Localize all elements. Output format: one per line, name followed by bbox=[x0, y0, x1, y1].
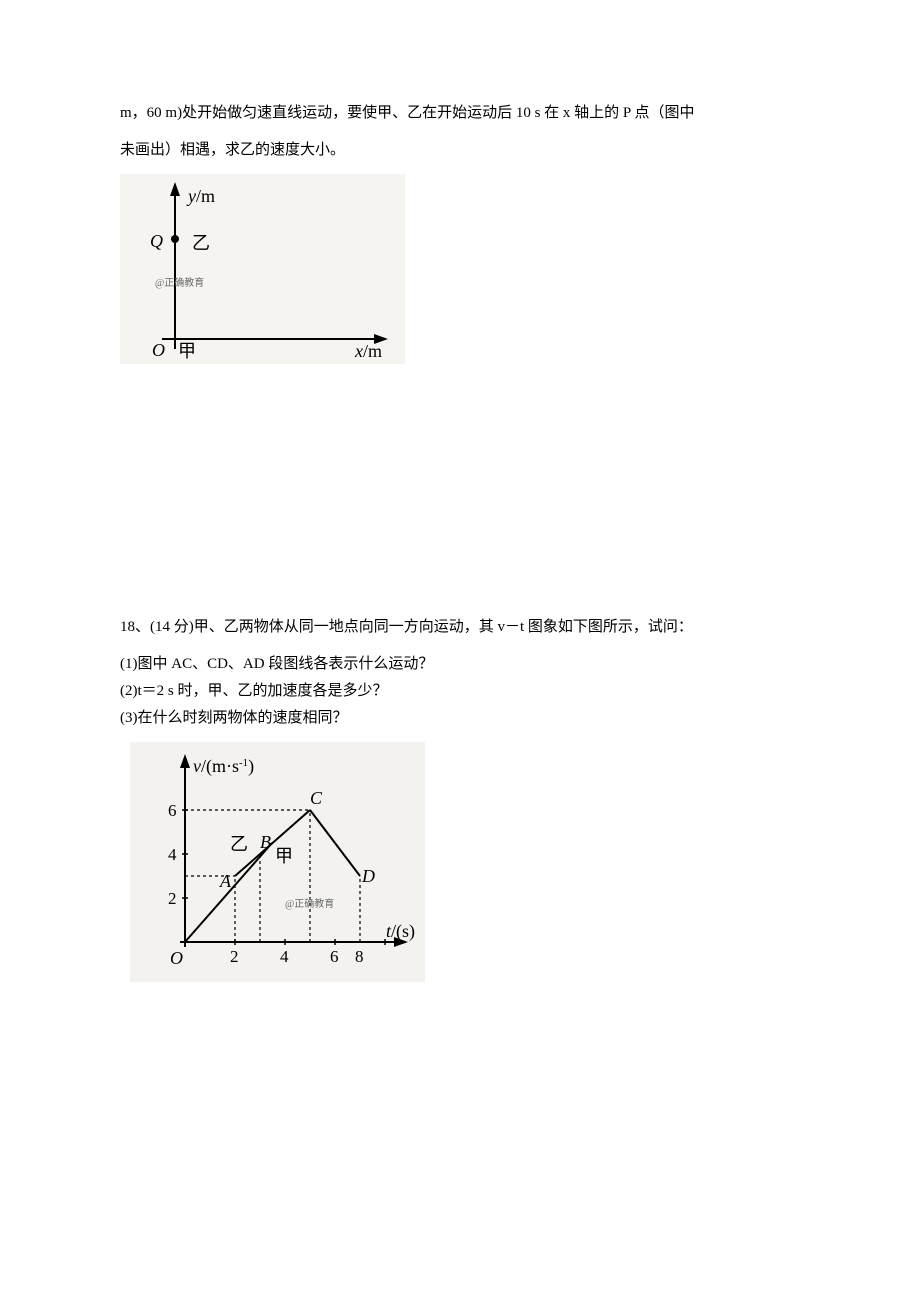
label-yi: 乙 bbox=[192, 233, 210, 253]
watermark-18: @正确教育 bbox=[285, 897, 334, 910]
watermark-17: @正确教育 bbox=[155, 276, 204, 289]
label-o: O bbox=[152, 340, 165, 360]
problem-17-line2: 未画出）相遇，求乙的速度大小。 bbox=[120, 137, 800, 164]
problem-18-q1: (1)图中 AC、CD、AD 段图线各表示什么运动？ bbox=[120, 651, 800, 678]
label-o-18: O bbox=[170, 948, 183, 968]
y-num-4: 4 bbox=[168, 845, 177, 864]
problem-18: 18、(14 分)甲、乙两物体从同一地点向同一方向运动，其 v－t 图象如下图所… bbox=[120, 614, 800, 992]
y-num-2: 2 bbox=[168, 889, 177, 908]
label-yi-18: 乙 bbox=[230, 834, 248, 854]
x-num-6: 6 bbox=[330, 947, 339, 966]
figure-17: y/m Q 乙 @正确教育 O 甲 x/m bbox=[120, 174, 800, 374]
problem-18-q2: (2)t＝2 s 时，甲、乙的加速度各是多少？ bbox=[120, 678, 800, 705]
label-c: C bbox=[310, 788, 323, 808]
problem-18-header: 18、(14 分)甲、乙两物体从同一地点向同一方向运动，其 v－t 图象如下图所… bbox=[120, 614, 800, 641]
figure-18: A B C D 乙 甲 2 4 6 2 4 6 8 O v/(m·s-1) t/… bbox=[130, 742, 800, 992]
problem-17-continuation: m，60 m)处开始做匀速直线运动，要使甲、乙在开始运动后 10 s 在 x 轴… bbox=[120, 100, 800, 374]
point-q bbox=[171, 235, 179, 243]
x-num-4: 4 bbox=[280, 947, 289, 966]
label-jia: 甲 bbox=[178, 341, 196, 361]
x-num-8: 8 bbox=[355, 947, 364, 966]
label-d: D bbox=[361, 866, 375, 886]
x-axis-label: x/m bbox=[354, 341, 382, 361]
label-b: B bbox=[260, 832, 271, 852]
vertical-spacer bbox=[120, 414, 800, 614]
x-num-2: 2 bbox=[230, 947, 239, 966]
y-num-6: 6 bbox=[168, 801, 177, 820]
y-axis-label: y/m bbox=[186, 186, 215, 206]
label-a: A bbox=[219, 871, 232, 891]
label-jia-18: 甲 bbox=[275, 846, 293, 866]
figure-17-svg: y/m Q 乙 @正确教育 O 甲 x/m bbox=[120, 174, 405, 364]
figure-17-bg bbox=[120, 174, 405, 364]
label-q: Q bbox=[150, 231, 163, 251]
problem-18-q3: (3)在什么时刻两物体的速度相同？ bbox=[120, 705, 800, 732]
x-axis-label-18: t/(s) bbox=[386, 921, 415, 942]
figure-18-svg: A B C D 乙 甲 2 4 6 2 4 6 8 O v/(m·s-1) t/… bbox=[130, 742, 425, 982]
problem-17-line1: m，60 m)处开始做匀速直线运动，要使甲、乙在开始运动后 10 s 在 x 轴… bbox=[120, 100, 800, 127]
